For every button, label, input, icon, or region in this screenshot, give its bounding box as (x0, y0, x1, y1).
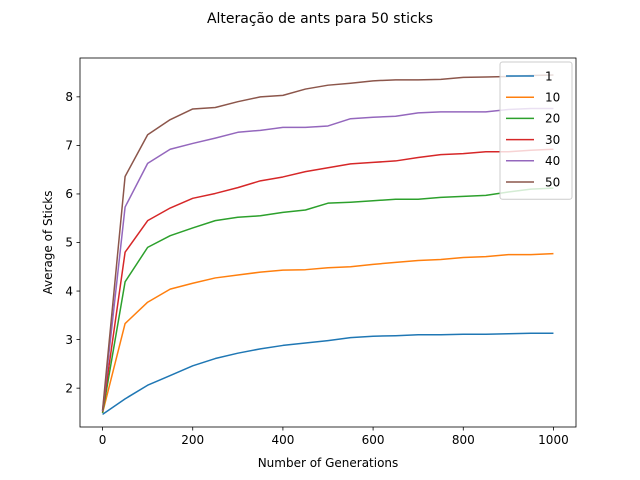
legend-label: 40 (545, 154, 560, 168)
legend-label: 20 (545, 112, 560, 126)
x-tick-label: 400 (271, 433, 294, 447)
legend-label: 50 (545, 175, 560, 189)
y-tick-label: 6 (65, 187, 73, 201)
y-tick-label: 3 (65, 333, 73, 347)
y-axis-label: Average of Sticks (41, 191, 55, 295)
series-line-30 (101, 148, 554, 412)
legend-label: 30 (545, 133, 560, 147)
chart-title: Alteração de ants para 50 sticks (207, 11, 433, 27)
y-axis-ticks: 2 3 4 5 6 7 8 (65, 90, 80, 395)
legend: 1 10 20 30 40 50 (499, 61, 573, 200)
legend-label: 10 (545, 91, 560, 105)
legend-label: 1 (545, 69, 553, 83)
plot-frame (79, 57, 577, 428)
series-line-20 (101, 187, 554, 414)
x-axis-label: Number of Generations (258, 456, 399, 470)
x-tick-label: 800 (452, 433, 475, 447)
series-line-1 (102, 332, 554, 415)
series-line-10 (101, 252, 554, 414)
y-tick-label: 4 (65, 284, 73, 298)
x-tick-label: 1000 (538, 433, 569, 447)
series-line-40 (101, 107, 554, 412)
x-tick-label: 0 (99, 433, 107, 447)
x-tick-label: 200 (181, 433, 204, 447)
x-tick-label: 600 (362, 433, 385, 447)
y-tick-label: 2 (65, 381, 73, 395)
series-line-50 (101, 74, 554, 411)
y-tick-label: 7 (65, 139, 73, 153)
x-axis-ticks: 0 200 400 600 800 1000 (99, 427, 569, 447)
y-tick-label: 5 (65, 236, 73, 250)
series-layer (101, 74, 554, 415)
y-tick-label: 8 (65, 90, 73, 104)
legend-box (499, 61, 573, 200)
